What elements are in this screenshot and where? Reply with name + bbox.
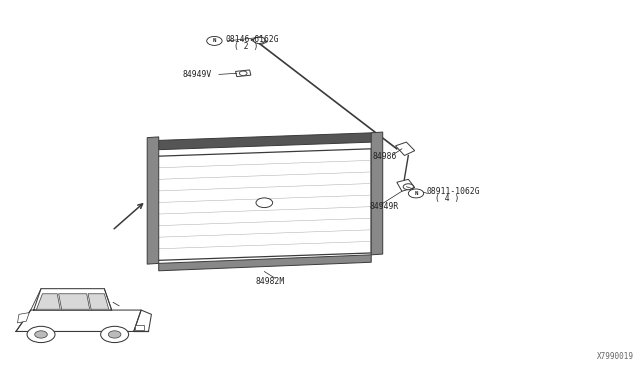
Text: 84982M: 84982M: [256, 278, 285, 286]
Circle shape: [239, 71, 247, 76]
Polygon shape: [59, 294, 90, 309]
Circle shape: [408, 189, 424, 198]
Circle shape: [403, 184, 413, 190]
Circle shape: [100, 326, 129, 343]
Circle shape: [108, 331, 121, 338]
Polygon shape: [396, 142, 415, 155]
Polygon shape: [17, 312, 29, 323]
Text: N: N: [414, 191, 418, 196]
Text: 08146-6162G: 08146-6162G: [225, 35, 279, 44]
Text: 08911-1062G: 08911-1062G: [427, 187, 481, 196]
Polygon shape: [371, 132, 383, 255]
Circle shape: [253, 37, 265, 44]
Polygon shape: [36, 294, 60, 309]
Polygon shape: [34, 289, 112, 310]
Polygon shape: [16, 310, 141, 331]
Polygon shape: [134, 310, 152, 331]
Text: N: N: [212, 38, 216, 44]
Polygon shape: [159, 255, 371, 271]
Circle shape: [207, 36, 222, 45]
Polygon shape: [236, 70, 251, 77]
Polygon shape: [88, 294, 109, 309]
Text: 84949R: 84949R: [370, 202, 399, 211]
Circle shape: [256, 198, 273, 208]
Polygon shape: [251, 37, 268, 45]
Text: 84986: 84986: [372, 152, 397, 161]
Polygon shape: [397, 179, 415, 191]
Text: ( 4 ): ( 4 ): [435, 194, 460, 203]
Text: ( 2 ): ( 2 ): [234, 42, 258, 51]
Text: X7990019: X7990019: [596, 352, 634, 361]
Polygon shape: [147, 137, 159, 264]
Polygon shape: [157, 149, 371, 260]
Text: 84949V: 84949V: [182, 70, 212, 79]
Bar: [135, 325, 144, 330]
Circle shape: [35, 331, 47, 338]
Polygon shape: [152, 133, 372, 150]
Circle shape: [27, 326, 55, 343]
